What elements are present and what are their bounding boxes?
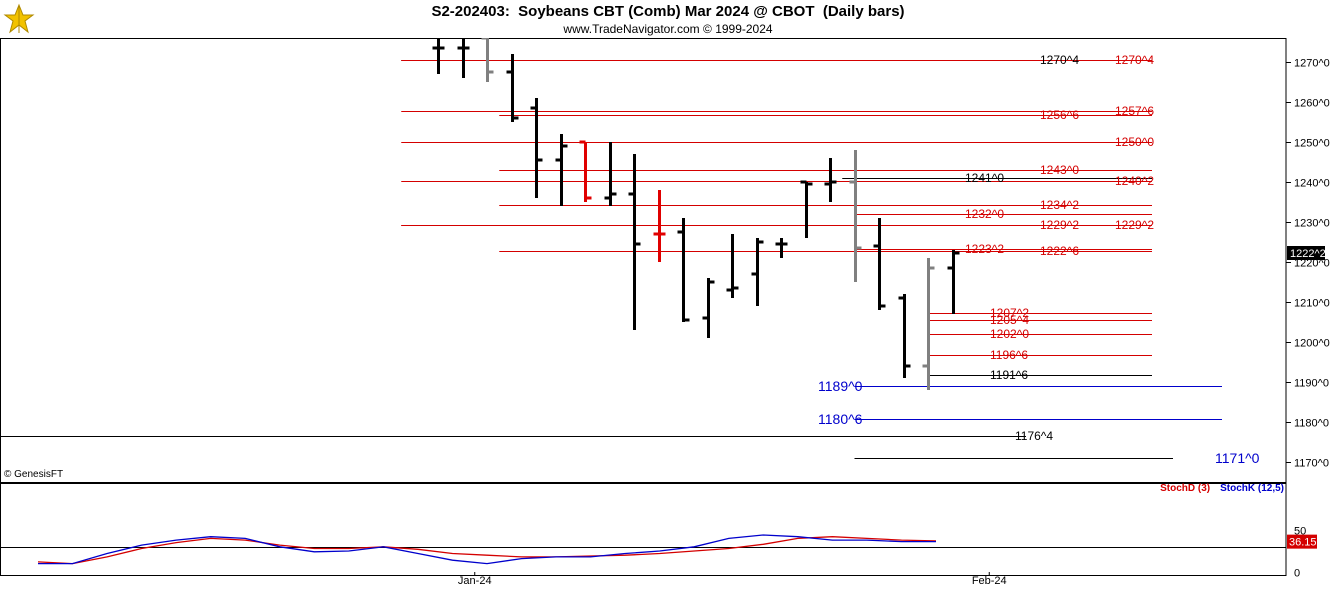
level-label: 1171^0 (1215, 450, 1260, 466)
ohlc-bar (604, 142, 617, 206)
ohlc-bar (751, 238, 764, 306)
level-label: 1270^4 (1040, 53, 1079, 67)
ohlc-bar (922, 258, 935, 390)
level-label: 1232^0 (965, 207, 1004, 221)
chart-title: S2-202403: Soybeans CBT (Comb) Mar 2024 … (431, 3, 905, 20)
ohlc-bar (506, 54, 519, 122)
level-label: 1256^6 (1040, 108, 1079, 122)
y-tick-label: 1220^0 (1294, 258, 1330, 270)
y-tick-label: 1270^0 (1294, 58, 1330, 70)
ohlc-bar (579, 140, 592, 202)
ohlc-bar (824, 158, 837, 202)
level-label: 1229^2 (1115, 218, 1154, 232)
level-label: 1270^4 (1115, 53, 1154, 67)
x-tick-label: Feb-24 (972, 575, 1007, 587)
last-price-label: 1222^2 (1290, 248, 1326, 260)
level-label: 1189^0 (818, 378, 863, 394)
level-label: 1196^6 (990, 348, 1028, 362)
level-label: 1207^2 (990, 306, 1029, 320)
level-label: 1222^6 (1040, 244, 1079, 258)
chart-header: S2-202403: Soybeans CBT (Comb) Mar 2024 … (0, 0, 1336, 38)
copyright-label: © GenesisFT (4, 469, 64, 480)
y-tick-label: 1180^0 (1294, 418, 1329, 430)
stochastic-panel: 50 0 36.15 (0, 526, 1317, 580)
price-levels: 1270^4 1270^4 1257^6 1256^6 1250^0 1243^0 1241… (0, 53, 1260, 466)
y-tick-label: 1240^0 (1294, 178, 1330, 190)
stoch-last-label: 36.15 (1289, 537, 1317, 549)
price-panel-frame (0, 38, 1287, 483)
ohlc-bar (898, 294, 911, 378)
ohlc-bar (775, 238, 788, 258)
stoch-k-line (38, 534, 936, 565)
level-label: 1202^0 (990, 327, 1029, 341)
ohlc-bar (432, 38, 445, 74)
chart-frame (0, 38, 1287, 576)
y-tick-label: 1250^0 (1294, 138, 1330, 150)
ohlc-bar (873, 218, 886, 310)
level-label: 1176^4 (1015, 429, 1053, 443)
level-label: 1205^4 (990, 313, 1029, 327)
ohlc-bar (628, 154, 641, 330)
ohlc-bar (457, 38, 470, 78)
y-tick-label: 1260^0 (1294, 98, 1330, 110)
stoch-last-tag (1287, 534, 1317, 549)
y-tick-label: 1190^0 (1294, 378, 1329, 390)
ohlc-bar (726, 234, 739, 298)
trade-navigator-logo (2, 2, 36, 36)
last-price-tag (1287, 246, 1325, 260)
ohlc-bar (849, 150, 862, 282)
level-label: 1241^0 (965, 171, 1004, 185)
ohlc-bar (702, 278, 715, 338)
stoch-k-legend: StochK (12,5) (1220, 483, 1284, 494)
level-label: 1223^2 (965, 242, 1004, 256)
stoch-y-tick-label: 0 (1294, 568, 1300, 580)
price-axis: 1270^0 1260^0 1250^0 1240^0 1230^0 1220^0 1210… (458, 58, 1330, 588)
ohlc-bar (947, 250, 960, 314)
level-label: 1250^0 (1115, 135, 1154, 149)
y-tick-label: 1210^0 (1294, 298, 1330, 310)
ohlc-bar (653, 190, 666, 262)
stoch-d-legend: StochD (3) (1160, 483, 1211, 494)
ohlc-bar (530, 98, 543, 198)
stoch-panel-frame (0, 483, 1287, 576)
x-tick-label: Jan-24 (458, 575, 492, 587)
level-label: 1240^2 (1115, 174, 1154, 188)
y-tick-label: 1200^0 (1294, 338, 1330, 350)
stoch-y-tick-label: 50 (1294, 526, 1306, 538)
ohlc-bar (481, 36, 494, 82)
y-tick-label: 1170^0 (1294, 458, 1329, 470)
chart-subtitle: www.TradeNavigator.com © 1999-2024 (563, 22, 773, 36)
level-label: 1229^2 (1040, 218, 1079, 232)
level-label: 1234^2 (1040, 198, 1079, 212)
level-label: 1180^6 (818, 411, 863, 427)
y-tick-label: 1230^0 (1294, 218, 1330, 230)
stoch-d-line (37, 536, 937, 565)
level-label: 1243^0 (1040, 163, 1079, 177)
ohlc-bar (800, 180, 813, 238)
ohlc-bar (677, 218, 690, 322)
level-label: 1191^6 (990, 368, 1028, 382)
stoch-legend: StochD (3) StochK (12,5) (1160, 483, 1284, 494)
ohlc-bar (555, 134, 568, 206)
price-bars (432, 36, 960, 390)
level-label: 1257^6 (1115, 104, 1154, 118)
